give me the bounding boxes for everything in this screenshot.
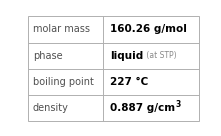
Text: phase: phase (33, 51, 62, 61)
Text: liquid: liquid (110, 51, 143, 61)
Text: 3: 3 (176, 100, 181, 109)
Text: molar mass: molar mass (33, 24, 90, 34)
Text: (at STP): (at STP) (144, 51, 177, 60)
Text: density: density (33, 103, 69, 113)
Text: 160.26 g/mol: 160.26 g/mol (110, 24, 187, 34)
Text: boiling point: boiling point (33, 77, 94, 87)
Text: 227 °C: 227 °C (110, 77, 148, 87)
Text: 0.887 g/cm: 0.887 g/cm (110, 103, 175, 113)
